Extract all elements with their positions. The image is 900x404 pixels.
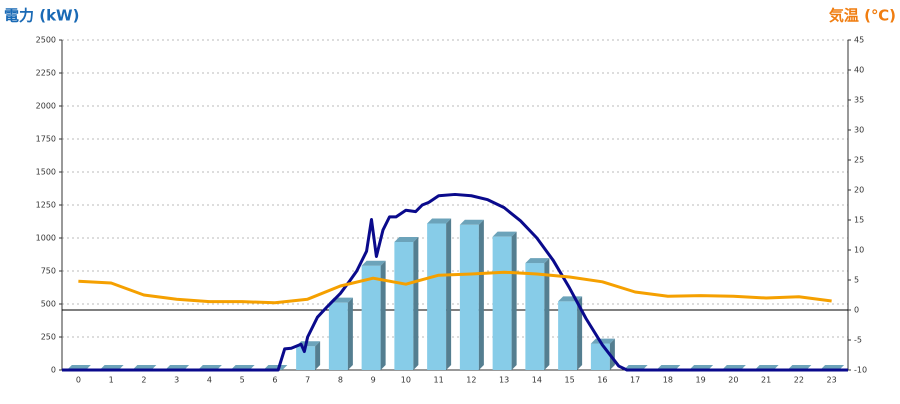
bar bbox=[492, 231, 517, 370]
y-tick-label: 250 bbox=[41, 333, 56, 342]
y2-tick-label: -5 bbox=[854, 336, 862, 345]
y2-tick-label: 25 bbox=[854, 156, 864, 165]
bar-top bbox=[427, 218, 452, 224]
x-tick-label: 19 bbox=[696, 376, 706, 385]
x-tick-label: 1 bbox=[109, 376, 114, 385]
bar-side bbox=[609, 338, 615, 370]
y2-tick-label: 15 bbox=[854, 216, 864, 225]
bar-top bbox=[361, 260, 386, 266]
y-tick-label: 1750 bbox=[36, 135, 56, 144]
bar-side bbox=[478, 219, 484, 370]
x-tick-label: 0 bbox=[76, 376, 81, 385]
y-tick-label: 1250 bbox=[36, 201, 56, 210]
y-axis-title: 電力 (kW) bbox=[4, 7, 79, 25]
y2-tick-label: 20 bbox=[854, 186, 864, 195]
bar-front bbox=[296, 346, 316, 370]
y2-tick-label: -10 bbox=[854, 366, 867, 375]
x-tick-label: 2 bbox=[141, 376, 146, 385]
bar bbox=[328, 297, 353, 370]
y-tick-label: 1500 bbox=[36, 168, 56, 177]
x-tick-label: 14 bbox=[532, 376, 542, 385]
bar-front bbox=[459, 224, 479, 370]
line bbox=[62, 192, 848, 372]
bar-top bbox=[525, 258, 550, 264]
y2-tick-label: 45 bbox=[854, 36, 864, 45]
bar bbox=[558, 296, 583, 370]
bar-top bbox=[492, 231, 517, 237]
x-tick-label: 15 bbox=[565, 376, 575, 385]
x-tick-label: 4 bbox=[207, 376, 212, 385]
bar bbox=[459, 219, 484, 370]
x-tick-label: 16 bbox=[597, 376, 607, 385]
x-tick-label: 6 bbox=[272, 376, 277, 385]
x-tick-label: 21 bbox=[761, 376, 771, 385]
x-tick-label: 13 bbox=[499, 376, 509, 385]
y-tick-label: 2500 bbox=[36, 36, 56, 45]
bar bbox=[427, 218, 452, 370]
x-tick-label: 8 bbox=[338, 376, 343, 385]
bar-side bbox=[413, 236, 419, 370]
y-tick-label: 2000 bbox=[36, 102, 56, 111]
x-tick-label: 7 bbox=[305, 376, 310, 385]
x-tick-label: 9 bbox=[371, 376, 376, 385]
bar-side bbox=[315, 341, 321, 370]
bar-side bbox=[511, 231, 517, 370]
y-tick-label: 0 bbox=[51, 366, 56, 375]
bar-side bbox=[347, 297, 353, 370]
bar-front bbox=[427, 223, 447, 370]
bar-front bbox=[590, 343, 610, 370]
bar-side bbox=[577, 296, 583, 370]
bar-front bbox=[361, 265, 381, 370]
y2-tick-label: 10 bbox=[854, 246, 864, 255]
y2-tick-label: 30 bbox=[854, 126, 864, 135]
y2-tick-label: 5 bbox=[854, 276, 859, 285]
x-tick-label: 17 bbox=[630, 376, 640, 385]
x-tick-label: 23 bbox=[827, 376, 837, 385]
x-tick-label: 18 bbox=[663, 376, 673, 385]
y2-tick-label: 40 bbox=[854, 66, 864, 75]
bar-side bbox=[544, 258, 550, 370]
y2-axis-title: 気温 (℃) bbox=[829, 7, 896, 25]
x-tick-label: 20 bbox=[728, 376, 738, 385]
x-tick-label: 12 bbox=[466, 376, 476, 385]
bar-top bbox=[459, 219, 484, 225]
y-tick-label: 2250 bbox=[36, 69, 56, 78]
y2-tick-label: 0 bbox=[854, 306, 859, 315]
bar-side bbox=[446, 218, 452, 370]
x-tick-label: 5 bbox=[240, 376, 245, 385]
bar-front bbox=[394, 241, 414, 370]
line bbox=[78, 270, 832, 305]
bar bbox=[525, 258, 550, 370]
bar-front bbox=[525, 263, 545, 370]
bar-front bbox=[558, 301, 578, 370]
y-tick-label: 750 bbox=[41, 267, 56, 276]
bar-front bbox=[492, 236, 512, 370]
bar-top bbox=[590, 338, 615, 344]
y-tick-label: 1000 bbox=[36, 234, 56, 243]
bar bbox=[361, 260, 386, 370]
x-tick-label: 22 bbox=[794, 376, 804, 385]
x-tick-label: 10 bbox=[401, 376, 411, 385]
x-tick-label: 3 bbox=[174, 376, 179, 385]
bar-side bbox=[380, 260, 386, 370]
bar bbox=[394, 236, 419, 370]
bar-front bbox=[328, 302, 348, 370]
y2-tick-label: 35 bbox=[854, 96, 864, 105]
y-tick-label: 500 bbox=[41, 300, 56, 309]
x-tick-label: 11 bbox=[434, 376, 444, 385]
bar-top bbox=[394, 236, 419, 242]
